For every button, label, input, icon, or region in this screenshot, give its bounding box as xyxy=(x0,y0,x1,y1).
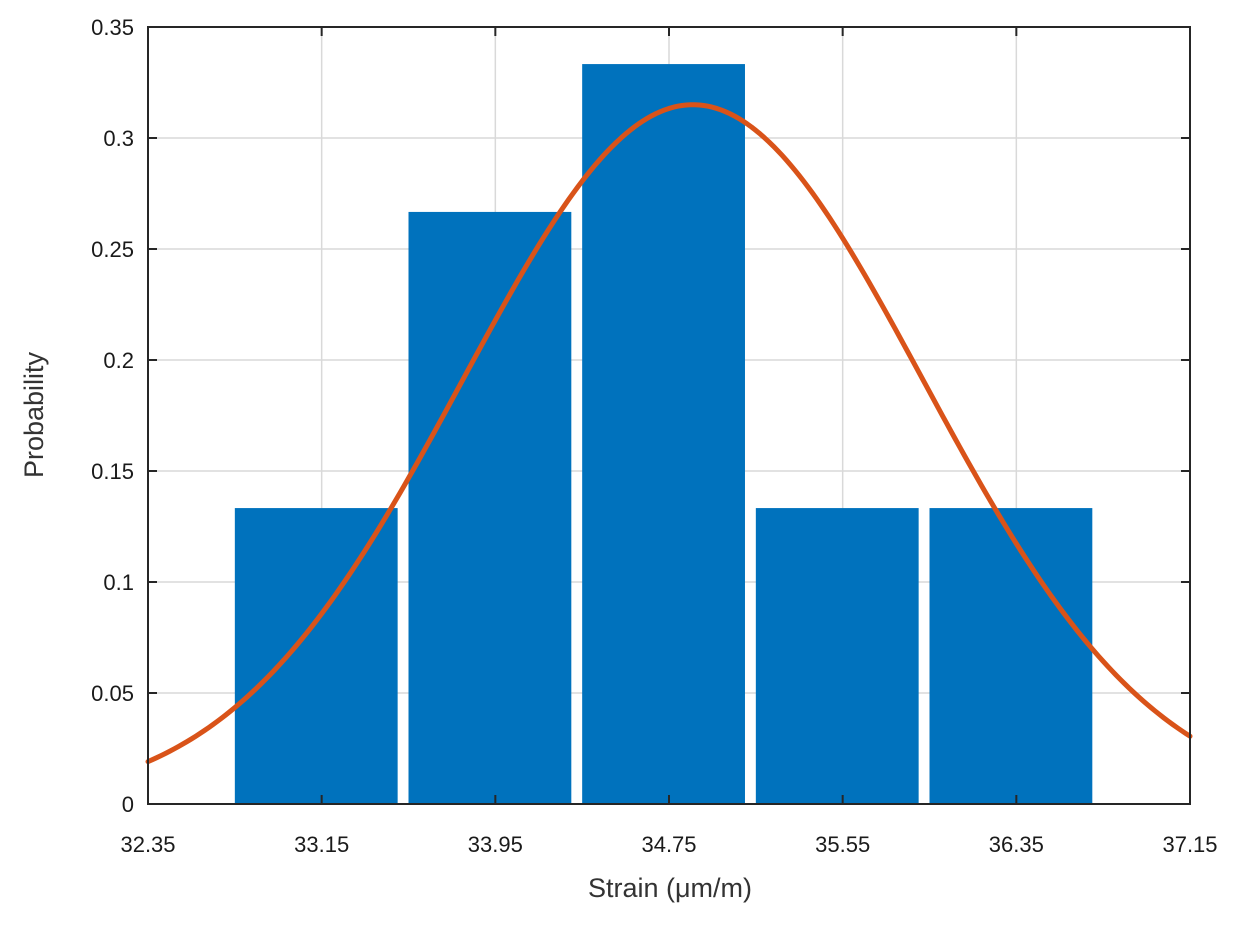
y-tick-label: 0.35 xyxy=(91,15,134,40)
fit-curve-group xyxy=(145,102,1193,765)
y-tick-label: 0 xyxy=(122,792,134,817)
y-tick-label: 0.1 xyxy=(103,570,134,595)
tick-labels: 32.35 33.15 33.95 34.75 35.55 36.35 37.15 0 0.05… xyxy=(91,15,1217,857)
y-tick-label: 0.05 xyxy=(91,681,134,706)
histogram-bar-1 xyxy=(234,508,398,804)
normal-fit-curve xyxy=(145,102,1193,765)
x-tick-label: 35.55 xyxy=(815,832,870,857)
y-tick-label: 0.3 xyxy=(103,126,134,151)
x-axis-title: Strain (μm/m) xyxy=(588,873,752,903)
x-tick-label: 37.15 xyxy=(1162,832,1217,857)
y-tick-label: 0.2 xyxy=(103,348,134,373)
x-tick-label: 32.35 xyxy=(120,832,175,857)
y-tick-label: 0.25 xyxy=(91,237,134,262)
histogram-bar-3 xyxy=(582,64,745,805)
histogram-bar-5 xyxy=(929,508,1093,804)
y-tick-label: 0.15 xyxy=(91,459,134,484)
x-tick-label: 33.15 xyxy=(294,832,349,857)
axes xyxy=(147,26,1191,805)
x-tick-label: 34.75 xyxy=(641,832,696,857)
y-axis-title: Probability xyxy=(19,351,49,478)
histogram-bar-4 xyxy=(755,508,919,804)
histogram-bars xyxy=(234,64,1093,805)
histogram-bar-2 xyxy=(408,211,572,804)
x-tick-label: 33.95 xyxy=(468,832,523,857)
x-tick-label: 36.35 xyxy=(989,832,1044,857)
